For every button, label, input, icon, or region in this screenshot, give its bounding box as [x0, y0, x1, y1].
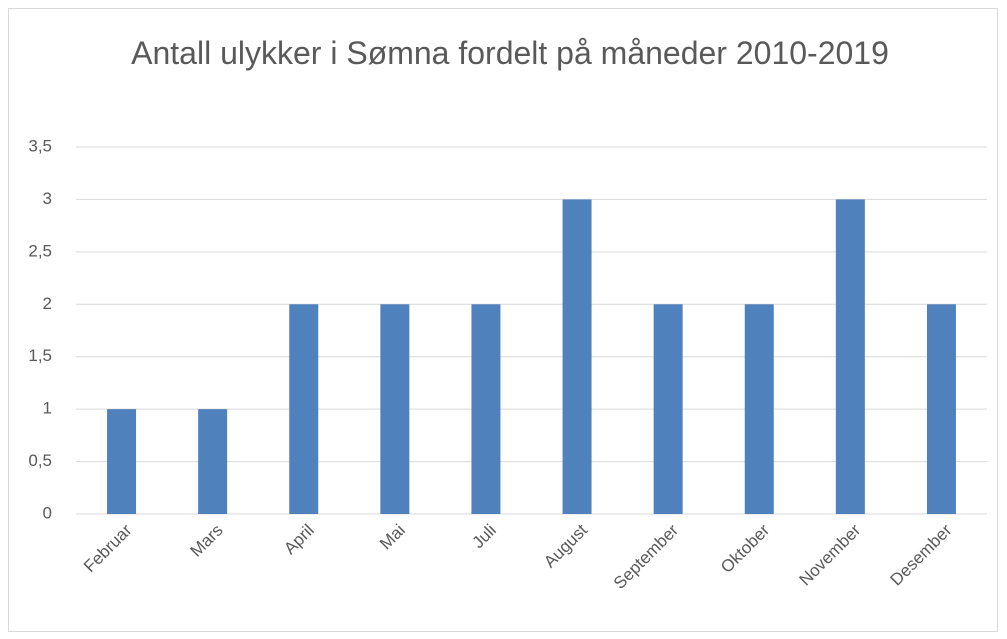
- x-tick-label: Oktober: [717, 520, 773, 576]
- x-tick-label: August: [540, 520, 591, 571]
- x-tick-label: Mars: [186, 521, 226, 561]
- bar: [744, 304, 774, 514]
- bar: [198, 409, 228, 514]
- y-tick-label: 3,5: [28, 136, 52, 155]
- x-tick-label: Juli: [468, 521, 499, 552]
- bar: [107, 409, 137, 514]
- bar: [562, 199, 592, 514]
- y-tick-label: 2,5: [28, 241, 52, 260]
- y-tick-label: 0: [43, 503, 52, 522]
- x-tick-label: Februar: [80, 520, 136, 576]
- x-tick-label: Mai: [376, 521, 409, 554]
- x-tick-label: September: [610, 520, 682, 592]
- bar: [653, 304, 683, 514]
- x-tick-label: November: [795, 520, 864, 589]
- y-tick-label: 1: [43, 399, 52, 418]
- chart-border: [8, 8, 998, 632]
- bar: [380, 304, 410, 514]
- bar: [926, 304, 956, 514]
- bar: [471, 304, 501, 514]
- bar: [835, 199, 865, 514]
- bar: [289, 304, 319, 514]
- chart-title: Antall ulykker i Sømna fordelt på månede…: [131, 35, 889, 71]
- y-tick-label: 0,5: [28, 451, 52, 470]
- y-tick-label: 1,5: [28, 346, 52, 365]
- y-tick-label: 3: [43, 189, 52, 208]
- y-tick-label: 2: [43, 294, 52, 313]
- x-tick-label: April: [280, 521, 317, 558]
- x-tick-label: Desember: [887, 520, 956, 589]
